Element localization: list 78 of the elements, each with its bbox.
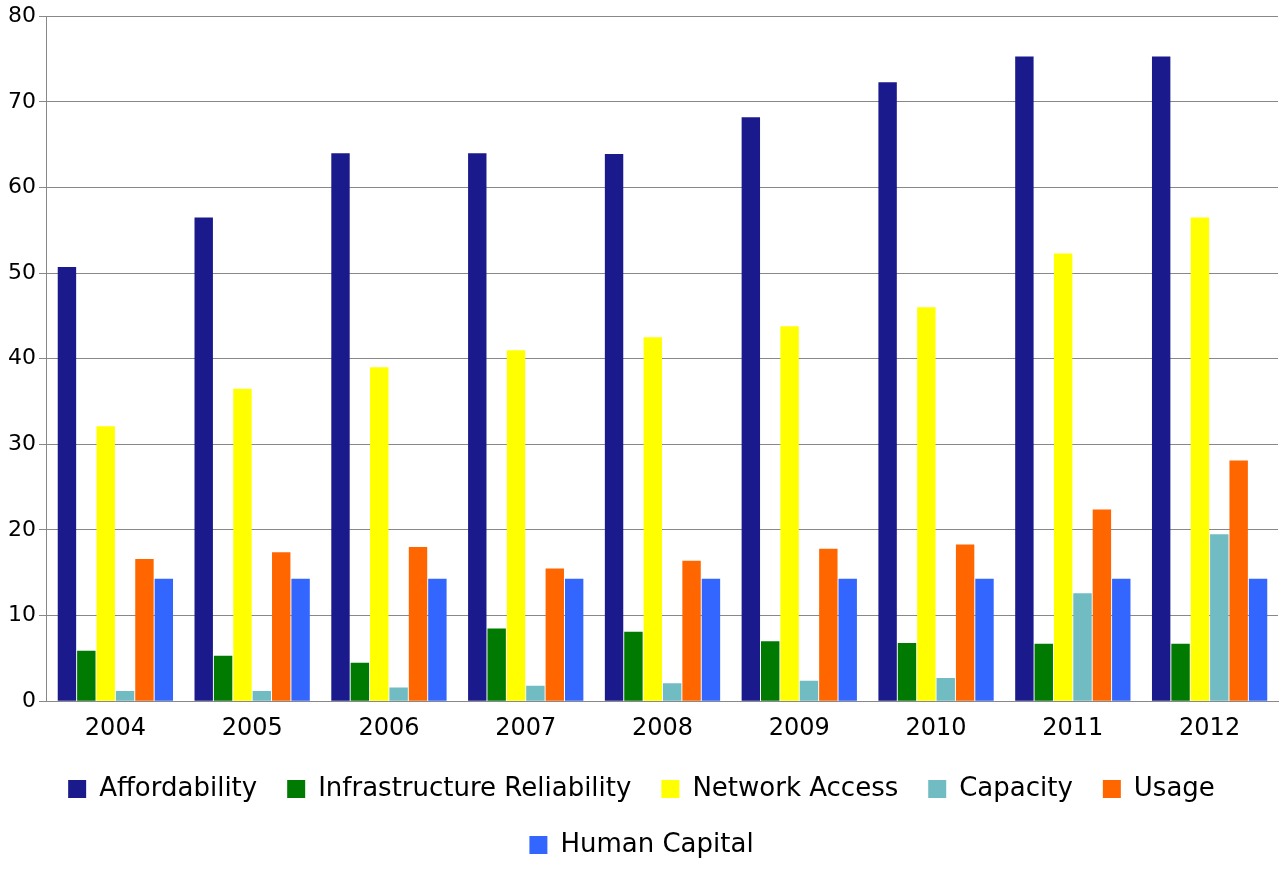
legend-label: Infrastructure Reliability — [318, 771, 632, 802]
bar — [897, 642, 917, 701]
bar — [389, 687, 408, 701]
legend-label: Usage — [1133, 771, 1215, 802]
x-tick-label: 2008 — [631, 712, 694, 741]
bar — [194, 217, 213, 701]
x-tick-label: 2010 — [905, 712, 967, 741]
y-tick-label: 70 — [7, 87, 36, 113]
y-tick-label: 50 — [7, 258, 36, 284]
bar — [624, 631, 643, 701]
bar — [408, 547, 428, 701]
bar — [1053, 253, 1073, 701]
bar — [682, 560, 701, 701]
y-tick-label: 30 — [7, 430, 36, 456]
bar — [1229, 460, 1248, 701]
legend-label: Capacity — [959, 771, 1073, 802]
y-tick-label: 40 — [7, 344, 36, 370]
bar — [701, 578, 721, 701]
bar — [252, 690, 272, 701]
bar — [135, 559, 154, 701]
bar — [819, 548, 838, 701]
bar — [741, 117, 761, 701]
bar — [780, 326, 799, 701]
x-tick-label: 2005 — [221, 712, 283, 741]
x-tick-label: 2011 — [1042, 712, 1104, 741]
y-tick-label: 0 — [21, 686, 36, 712]
legend-label: Network Access — [692, 771, 899, 802]
bar — [526, 685, 545, 701]
bar — [955, 544, 975, 701]
bar — [761, 641, 780, 701]
bar — [643, 337, 663, 701]
bar — [213, 655, 233, 701]
bar — [799, 680, 819, 701]
legend-label: Affordability — [99, 771, 258, 802]
bar — [350, 662, 370, 701]
bar — [936, 678, 955, 701]
bar — [1034, 643, 1053, 701]
y-tick-label: 80 — [7, 1, 36, 27]
x-tick-label: 2009 — [768, 712, 830, 741]
bar — [878, 82, 897, 701]
bar — [1112, 578, 1131, 701]
bar — [1151, 56, 1171, 701]
bar — [545, 568, 564, 701]
bar — [1015, 56, 1034, 701]
bar — [1092, 509, 1112, 701]
bar — [604, 154, 624, 701]
bar — [233, 388, 252, 701]
bar — [428, 578, 447, 701]
bar — [370, 367, 389, 701]
bar — [115, 690, 135, 701]
bar — [154, 578, 174, 701]
bar — [96, 426, 115, 701]
bar — [838, 578, 857, 701]
y-tick-label: 10 — [7, 601, 36, 627]
bar — [506, 350, 526, 701]
bar — [1190, 217, 1210, 701]
bar — [272, 552, 291, 701]
bar — [1073, 593, 1092, 701]
x-tick-label: 2012 — [1179, 712, 1241, 741]
bar — [487, 628, 506, 701]
x-tick-label: 2006 — [358, 712, 420, 741]
bar — [662, 683, 682, 701]
y-tick-label: 60 — [7, 173, 36, 199]
bar — [564, 578, 584, 701]
bar — [57, 267, 77, 701]
bar — [468, 153, 487, 701]
bar — [1210, 534, 1229, 701]
legend-label: Human Capital — [560, 827, 754, 858]
bar — [77, 650, 96, 701]
x-tick-label: 2004 — [84, 712, 146, 741]
y-tick-label: 20 — [7, 515, 36, 541]
bar — [1171, 643, 1190, 701]
bar — [975, 578, 994, 701]
x-tick-label: 2007 — [495, 712, 557, 741]
bar — [917, 307, 936, 701]
bar — [291, 578, 310, 701]
bar — [331, 153, 350, 701]
bar — [1248, 578, 1268, 701]
